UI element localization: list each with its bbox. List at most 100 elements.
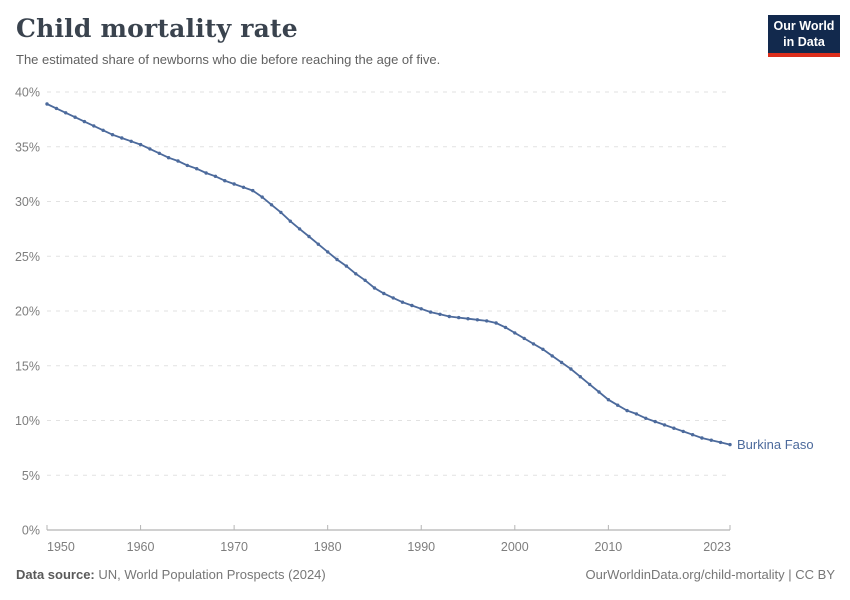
data-point-marker <box>129 139 133 143</box>
data-point-marker <box>166 156 171 160</box>
data-point-marker <box>485 319 489 323</box>
data-point-marker <box>457 315 461 320</box>
data-source-text: UN, World Population Prospects (2024) <box>94 567 326 582</box>
data-point-marker <box>279 210 283 215</box>
data-point-marker <box>157 151 161 155</box>
data-point-marker <box>288 219 292 223</box>
data-point-marker <box>419 307 423 311</box>
data-point-marker <box>326 250 330 254</box>
data-point-marker <box>223 179 227 183</box>
chart-footer: Data source: UN, World Population Prospe… <box>16 567 835 582</box>
data-source-label: Data source: <box>16 567 95 582</box>
y-tick-label-20%: 20% <box>15 305 40 319</box>
data-point-marker <box>541 347 545 351</box>
data-point-marker <box>438 312 442 316</box>
data-point-marker <box>653 419 657 424</box>
data-point-marker <box>709 438 713 442</box>
series-path <box>46 103 731 446</box>
page-title: Child mortality rate <box>16 14 298 43</box>
y-tick-label-25%: 25% <box>15 250 40 264</box>
data-point-marker <box>700 436 704 440</box>
data-point-marker <box>625 408 629 413</box>
series-line-burkina-faso[interactable] <box>45 102 732 447</box>
data-point-marker <box>195 167 199 171</box>
data-point-marker <box>410 303 414 308</box>
data-point-marker <box>260 195 264 199</box>
owid-logo-line2: in Data <box>783 34 825 49</box>
data-point-marker <box>316 242 320 246</box>
credit-link[interactable]: OurWorldinData.org/child-mortality | CC … <box>585 567 836 582</box>
data-point-marker <box>82 119 87 124</box>
data-point-marker <box>550 354 554 358</box>
data-point-marker <box>447 314 451 319</box>
data-point-marker <box>297 227 302 231</box>
data-point-marker <box>588 382 592 387</box>
data-point-marker <box>690 433 695 437</box>
data-point-marker <box>644 416 648 420</box>
data-point-marker <box>672 426 676 430</box>
data-source-note: Data source: UN, World Population Prospe… <box>16 567 326 582</box>
x-tick-label-1980: 1980 <box>314 540 342 554</box>
data-point-marker <box>45 102 49 106</box>
data-point-marker <box>494 321 498 325</box>
data-point-marker <box>176 159 180 163</box>
data-point-marker <box>73 115 77 119</box>
data-point-marker <box>251 188 255 193</box>
data-point-marker <box>475 318 480 322</box>
y-tick-label-5%: 5% <box>22 469 40 483</box>
data-point-marker <box>307 234 311 239</box>
data-point-marker <box>213 174 218 178</box>
data-point-marker <box>101 128 105 132</box>
data-point-marker <box>92 124 96 128</box>
x-tick-label-1950: 1950 <box>47 540 75 554</box>
data-point-marker <box>54 106 59 111</box>
data-point-marker <box>616 403 620 407</box>
y-tick-label-0%: 0% <box>22 524 40 538</box>
data-point-marker <box>110 133 115 137</box>
data-point-marker <box>344 264 349 268</box>
entity-label-burkina-faso[interactable]: Burkina Faso <box>737 437 814 452</box>
chart-subtitle: The estimated share of newborns who die … <box>16 52 441 67</box>
data-point-marker <box>241 185 246 189</box>
data-point-marker <box>569 367 573 371</box>
data-point-marker <box>428 310 433 314</box>
data-point-marker <box>531 342 536 346</box>
data-point-marker <box>391 296 395 300</box>
data-point-marker <box>578 375 582 379</box>
data-point-marker <box>559 360 564 365</box>
data-point-marker <box>232 182 236 186</box>
x-tick-label-1990: 1990 <box>407 540 435 554</box>
data-point-marker <box>681 429 685 434</box>
y-tick-label-15%: 15% <box>15 359 40 373</box>
data-point-marker <box>400 300 405 304</box>
data-point-marker <box>363 278 367 282</box>
data-point-marker <box>634 412 639 416</box>
data-point-marker <box>662 423 667 427</box>
x-tick-label-1970: 1970 <box>220 540 248 554</box>
data-point-marker <box>120 136 124 140</box>
data-point-marker <box>513 331 517 335</box>
y-tick-label-40%: 40% <box>15 86 40 100</box>
y-tick-label-35%: 35% <box>15 140 40 154</box>
data-point-marker <box>382 291 386 296</box>
data-point-marker <box>269 203 274 207</box>
owid-logo: Our World in Data <box>768 15 840 58</box>
data-point-marker <box>728 442 732 447</box>
data-point-marker <box>185 163 189 168</box>
data-point-marker <box>466 317 470 321</box>
data-point-marker <box>138 142 143 147</box>
data-point-marker <box>522 336 526 341</box>
owid-logo-line1: Our World <box>773 19 835 33</box>
data-point-marker <box>372 286 377 290</box>
data-point-marker <box>503 325 508 330</box>
data-point-marker <box>354 272 358 276</box>
x-tick-label-2010: 2010 <box>594 540 622 554</box>
data-point-marker <box>148 147 152 151</box>
y-tick-label-30%: 30% <box>15 195 40 209</box>
data-point-marker <box>718 440 723 445</box>
data-point-marker <box>335 257 339 262</box>
data-point-marker <box>63 111 68 115</box>
data-point-marker <box>204 171 208 175</box>
y-tick-label-10%: 10% <box>15 414 40 428</box>
